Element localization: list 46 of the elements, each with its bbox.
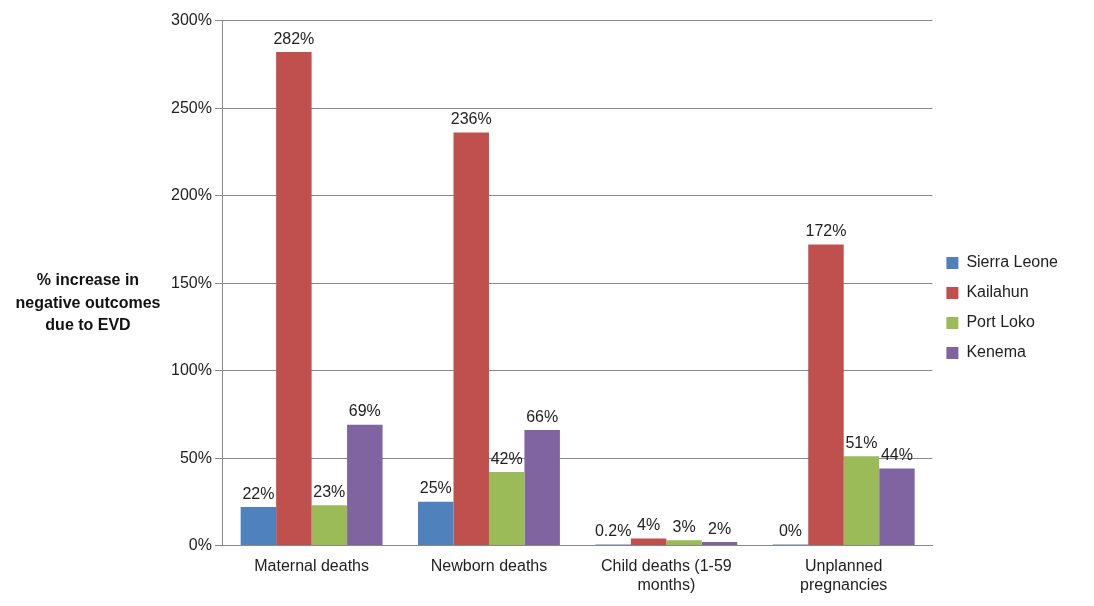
- legend-label: Kenema: [966, 343, 1027, 361]
- y-tick-label: 50%: [179, 448, 212, 466]
- x-tick-label: Unplanned pregnancies: [800, 556, 888, 593]
- y-tick-label: 150%: [171, 273, 212, 291]
- legend-label: Port Loko: [966, 313, 1035, 331]
- bar: [347, 424, 383, 546]
- data-label: 4%: [637, 516, 661, 534]
- data-label: 69%: [348, 402, 381, 420]
- x-tick-label: Maternal deaths: [254, 556, 369, 574]
- data-label: 2%: [707, 519, 732, 537]
- bar: [276, 52, 312, 546]
- bar: [879, 468, 915, 546]
- data-label: 42%: [490, 449, 523, 467]
- data-label: 0.2%: [594, 522, 632, 540]
- bar: [418, 501, 454, 546]
- data-label: 0%: [778, 522, 803, 540]
- y-axis-title: % increase in negative outcomes due to EVD: [14, 270, 162, 336]
- data-label: 51%: [845, 433, 878, 451]
- y-tick-label: 100%: [171, 361, 212, 379]
- bar: [701, 542, 738, 546]
- data-label: 25%: [419, 479, 452, 497]
- data-label: 44%: [880, 446, 913, 464]
- data-label: 172%: [805, 222, 847, 240]
- y-tick-label: 250%: [171, 98, 212, 116]
- bar: [453, 132, 489, 546]
- bar: [488, 472, 525, 546]
- bar: [630, 538, 667, 546]
- data-label: 236%: [450, 110, 492, 128]
- x-tick-label: Child deaths (1-59 months): [600, 556, 732, 593]
- y-tick-label: 0%: [188, 536, 212, 554]
- x-tick-label: Newborn deaths: [430, 556, 548, 574]
- data-label: 282%: [273, 29, 315, 47]
- bar: [666, 540, 702, 546]
- data-label: 23%: [313, 482, 346, 500]
- legend-label: Sierra Leone: [966, 253, 1059, 271]
- y-tick-label: 300%: [171, 11, 212, 29]
- legend-label: Kailahun: [966, 283, 1029, 301]
- data-label: 3%: [672, 517, 696, 535]
- data-label: 22%: [242, 484, 275, 502]
- bar: [808, 244, 844, 546]
- bar: [843, 456, 880, 546]
- bar: [240, 507, 277, 546]
- data-label: 66%: [526, 407, 559, 425]
- bar: [311, 505, 348, 546]
- bar: [524, 430, 560, 546]
- y-tick-label: 200%: [171, 186, 212, 204]
